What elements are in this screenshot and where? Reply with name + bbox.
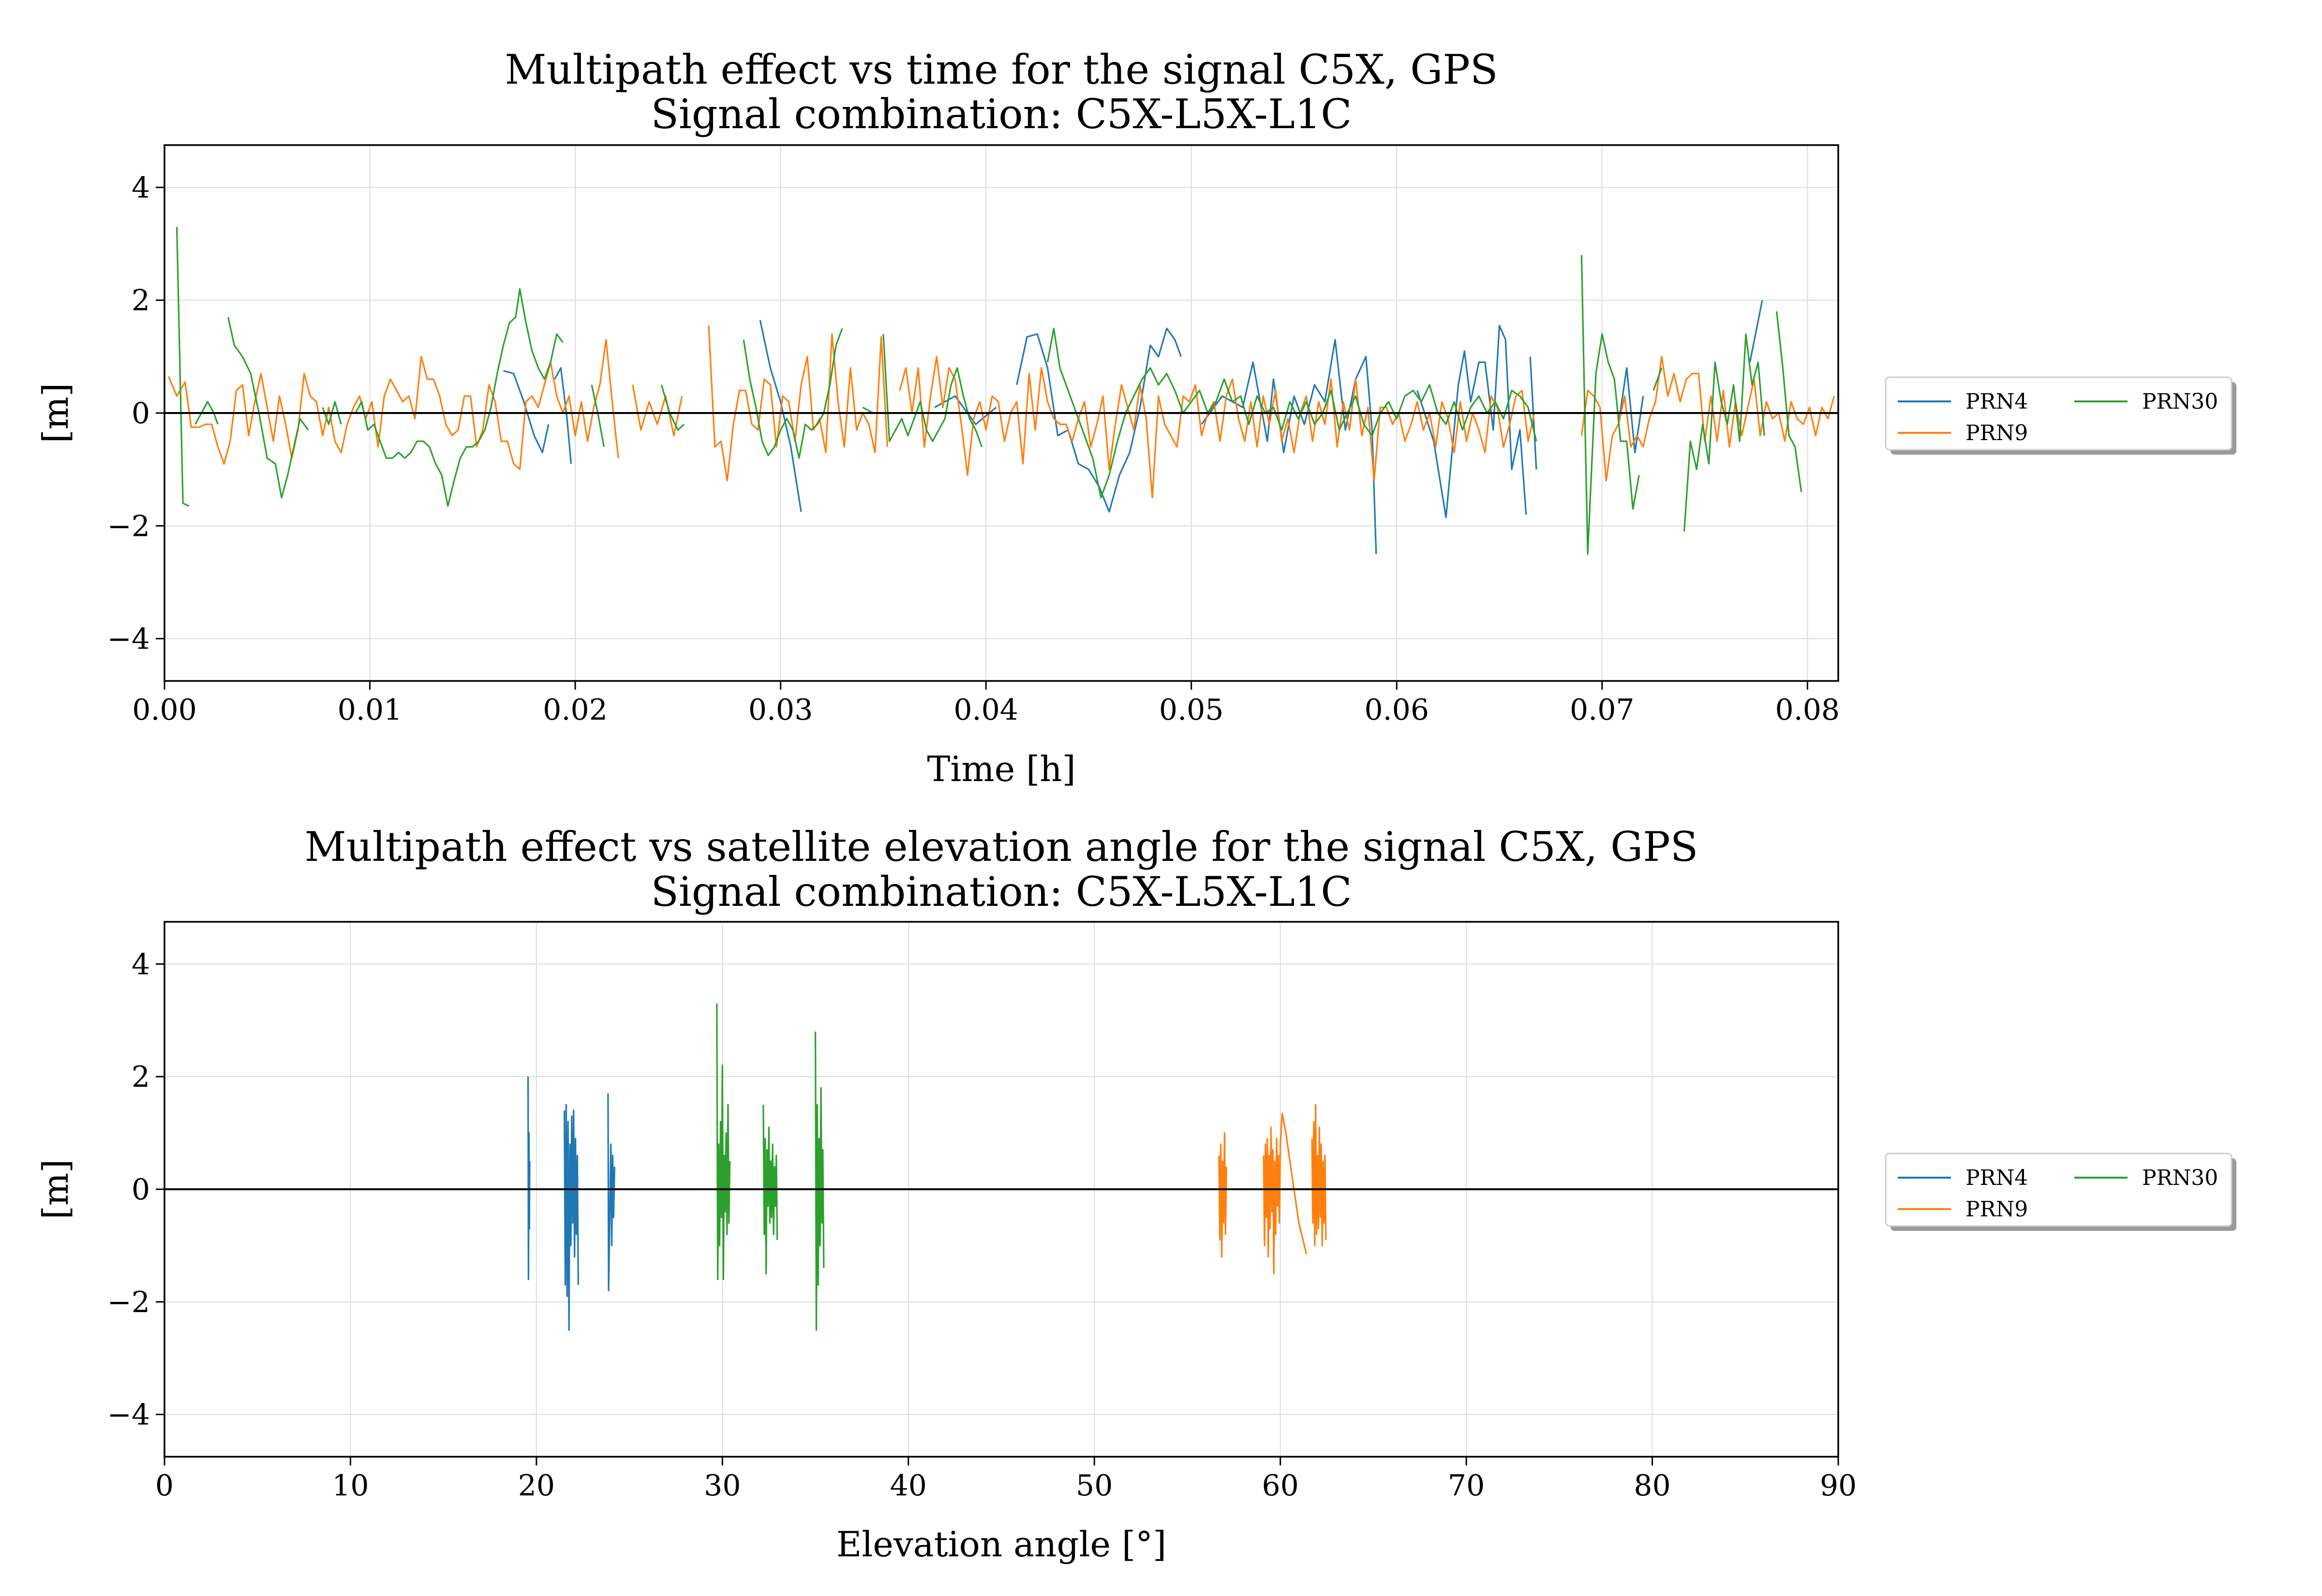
- series-line-prn30: [176, 227, 190, 507]
- series-line-prn9: [168, 339, 619, 471]
- legend-label-prn4: PRN4: [1965, 1166, 2028, 1190]
- x-tick-label: 0.02: [543, 693, 608, 727]
- x-tick-label: 50: [1076, 1469, 1113, 1503]
- y-tick-label: −2: [107, 509, 150, 543]
- series-line-prn4: [1016, 327, 1182, 513]
- x-tick-label: 80: [1634, 1469, 1670, 1503]
- legend-label-prn9: PRN9: [1965, 421, 2028, 445]
- x-tick-label: 0.08: [1775, 693, 1840, 727]
- y-tick-label: 2: [132, 1060, 150, 1094]
- x-tick-label: 0.01: [338, 693, 402, 727]
- x-tick-label: 90: [1820, 1469, 1857, 1503]
- y-axis-label: [m]: [35, 383, 76, 443]
- chart-title: Multipath effect vs satellite elevation …: [305, 823, 1698, 871]
- series-line-prn30: [814, 1031, 825, 1331]
- x-tick-label: 40: [890, 1469, 927, 1503]
- y-tick-label: 2: [132, 284, 150, 318]
- y-tick-label: −4: [107, 1398, 150, 1432]
- series-line-prn30: [660, 384, 685, 431]
- series-line-prn9: [1580, 355, 1835, 482]
- legend-label-prn30: PRN30: [2142, 389, 2218, 414]
- chart-subtitle: Signal combination: C5X-L5X-L1C: [651, 90, 1352, 138]
- series-line-prn4: [563, 1104, 579, 1331]
- series-line-prn30: [355, 288, 564, 507]
- elevation-plot: Multipath effect vs satellite elevation …: [35, 823, 2236, 1565]
- time-plot: Multipath effect vs time for the signal …: [35, 46, 2236, 789]
- series-line-prn9: [1311, 1104, 1327, 1246]
- series-line-prn4: [934, 395, 997, 425]
- x-tick-label: 0.07: [1570, 693, 1635, 727]
- series-line-prn4: [554, 367, 572, 464]
- x-tick-label: 0.04: [953, 693, 1018, 727]
- series-line-prn30: [227, 317, 309, 499]
- x-tick-label: 0: [155, 1469, 174, 1503]
- series-line-prn30: [1776, 311, 1802, 492]
- series-line-prn4: [759, 320, 802, 512]
- y-tick-label: −2: [107, 1286, 150, 1319]
- series-line-prn9: [899, 355, 1535, 499]
- series-layer: [527, 1003, 1327, 1331]
- legend-box: [1885, 376, 2233, 451]
- series-line-prn30: [194, 401, 219, 425]
- series-line-prn9: [1218, 1132, 1227, 1258]
- series-line-prn30: [743, 328, 843, 459]
- y-tick-label: 0: [132, 397, 150, 430]
- legend-box: [1885, 1153, 2233, 1227]
- series-line-prn4: [527, 1077, 531, 1280]
- series-line-prn4: [1618, 367, 1644, 454]
- legend-label-prn9: PRN9: [1965, 1197, 2028, 1222]
- x-axis-label: Time [h]: [927, 749, 1075, 789]
- x-tick-label: 0.00: [132, 693, 197, 727]
- y-tick-label: −4: [107, 622, 150, 656]
- series-line-prn9: [632, 384, 683, 437]
- x-tick-label: 30: [704, 1469, 741, 1503]
- series-line-prn4: [607, 1094, 615, 1292]
- y-tick-label: 4: [132, 947, 150, 981]
- y-axis-label: [m]: [35, 1159, 76, 1219]
- series-line-prn4: [1201, 339, 1377, 554]
- legend: PRN4 PRN9 PRN30: [1885, 1153, 2236, 1231]
- series-line-prn4: [503, 369, 550, 454]
- x-tick-label: 0.03: [748, 693, 813, 727]
- legend-label-prn30: PRN30: [2142, 1166, 2218, 1190]
- series-line-prn30: [762, 1105, 778, 1275]
- series-line-prn30: [1652, 368, 1663, 391]
- legend-label-prn4: PRN4: [1965, 389, 2028, 414]
- x-tick-label: 0.05: [1159, 693, 1224, 727]
- x-tick-label: 10: [332, 1469, 369, 1503]
- y-tick-label: 0: [132, 1173, 150, 1207]
- chart-subtitle: Signal combination: C5X-L5X-L1C: [651, 868, 1352, 916]
- x-tick-label: 60: [1262, 1469, 1298, 1503]
- legend: PRN4 PRN9 PRN30: [1885, 376, 2236, 455]
- x-axis-label: Elevation angle [°]: [836, 1524, 1166, 1565]
- series-line-prn4: [1416, 325, 1527, 518]
- series-line-prn30: [1580, 255, 1640, 555]
- series-line-prn30: [882, 334, 983, 447]
- x-tick-label: 20: [518, 1469, 555, 1503]
- chart-title: Multipath effect vs time for the signal …: [505, 46, 1498, 93]
- series-line-prn9: [1263, 1112, 1308, 1275]
- y-tick-label: 4: [132, 171, 150, 205]
- x-tick-label: 70: [1448, 1469, 1485, 1503]
- x-tick-label: 0.06: [1364, 693, 1429, 727]
- series-line-prn30: [716, 1003, 731, 1280]
- series-line-prn4: [1749, 300, 1763, 363]
